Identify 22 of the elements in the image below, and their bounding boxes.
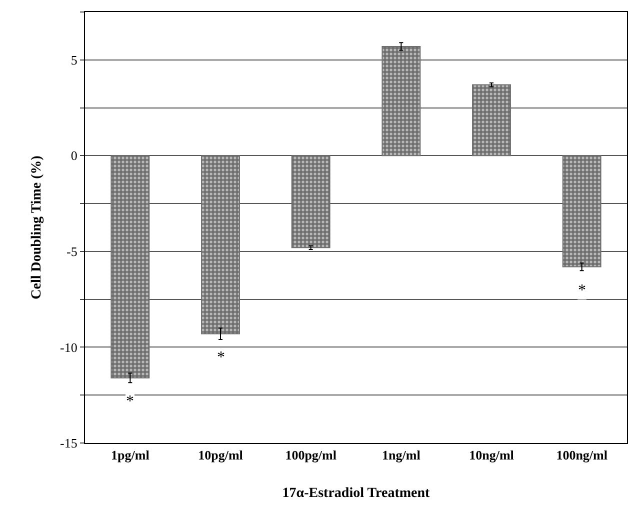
y-axis-title: Cell Doubling Time (%) <box>30 155 45 300</box>
annotation: * <box>126 393 134 410</box>
bar <box>562 155 602 268</box>
bar <box>291 155 330 248</box>
y-tick-label: 5 <box>70 52 78 68</box>
y-tick-label: -5 <box>66 244 78 259</box>
bar <box>382 46 421 156</box>
bar <box>110 155 150 378</box>
x-tick-label: 1pg/ml <box>111 448 150 463</box>
x-axis-title: 17α-Estradiol Treatment <box>282 486 430 501</box>
x-tick-label: 1ng/ml <box>382 448 421 463</box>
x-tick-label: 10pg/ml <box>198 448 244 463</box>
x-tick-label: 10ng/ml <box>469 448 514 463</box>
bar <box>201 155 240 334</box>
y-tick-label: -15 <box>60 436 78 451</box>
x-tick-label: 100pg/ml <box>285 448 337 463</box>
annotation: * <box>217 349 225 366</box>
y-tick-label: -10 <box>60 340 78 355</box>
bar <box>472 84 511 156</box>
y-tick-label: 0 <box>70 148 78 164</box>
x-tick-label: 100ng/ml <box>556 448 608 463</box>
annotation: * <box>578 282 586 299</box>
